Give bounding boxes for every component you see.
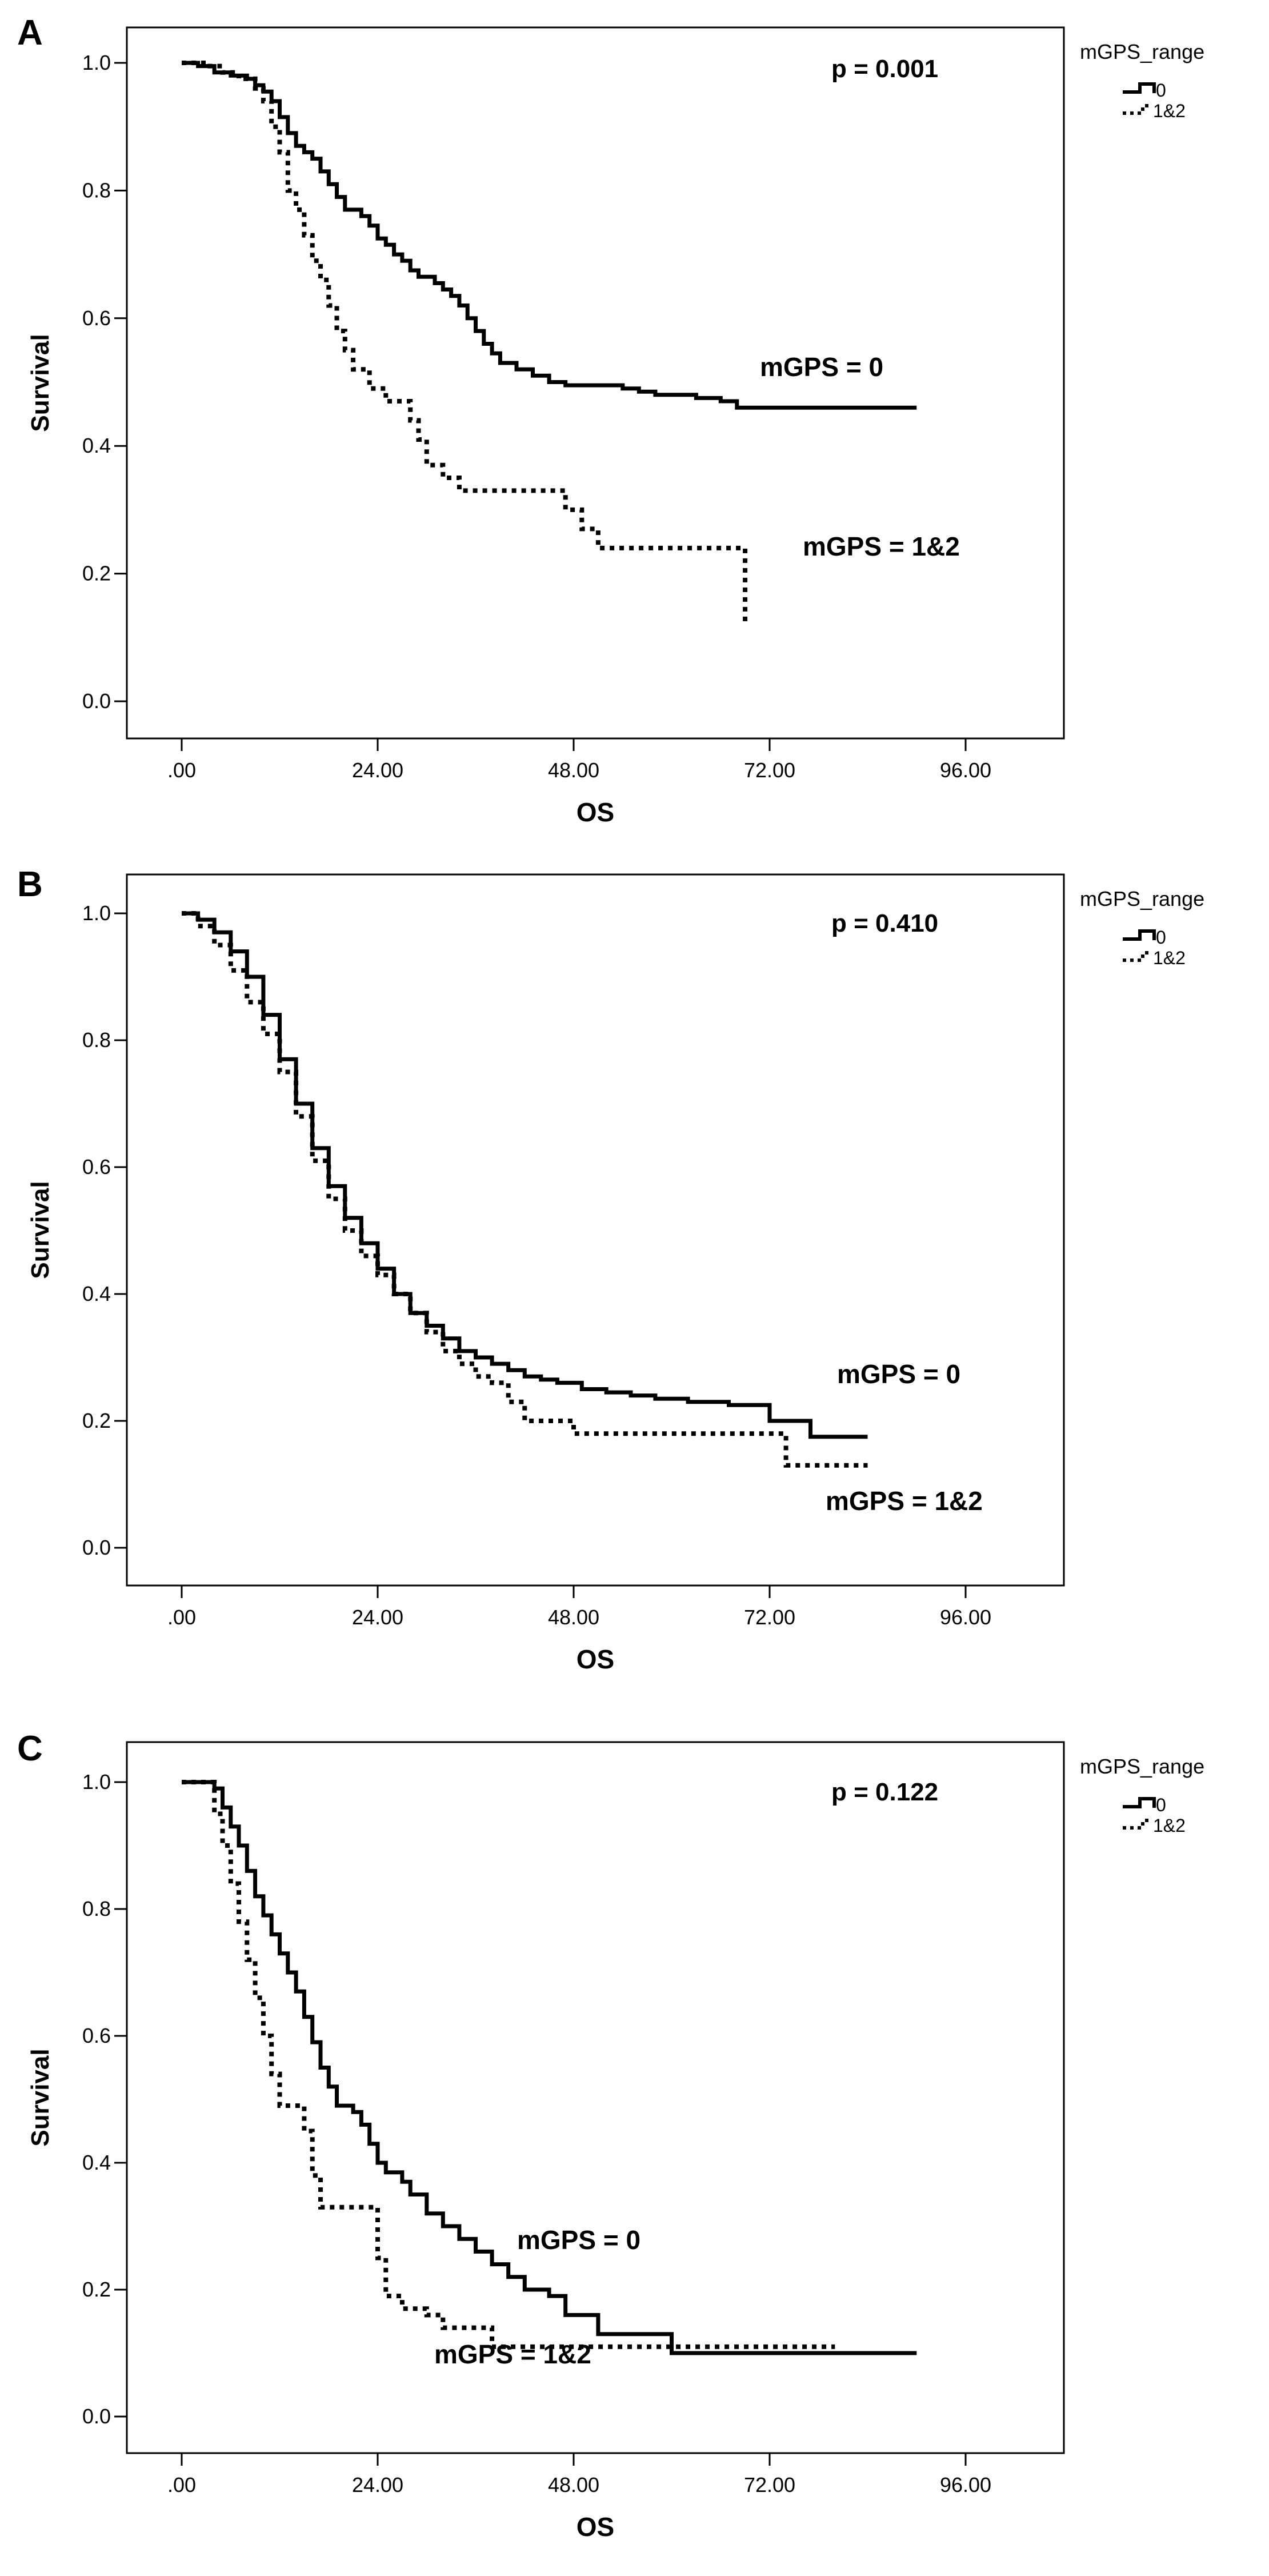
legend-title: mGPS_range	[1080, 887, 1204, 910]
y-axis-title: Survival	[26, 1181, 54, 1279]
y-tick-label: 0.0	[82, 1536, 111, 1559]
panel-label: A	[17, 13, 43, 53]
legend: mGPS_range 01&2	[1080, 1755, 1204, 1836]
legend-swatch-dotted	[1123, 1819, 1151, 1830]
x-tick-label: 96.00	[940, 758, 991, 782]
y-tick-label: 0.2	[82, 1409, 111, 1432]
curve-annotation: mGPS = 1&2	[434, 2339, 591, 2369]
legend-entry: 1&2	[1153, 1815, 1186, 1836]
x-tick-label: 48.00	[548, 2473, 599, 2497]
survival-curve-mgps-1-2	[182, 1780, 835, 2349]
curve-annotation: mGPS = 0	[517, 2225, 640, 2255]
y-tick-label: 0.4	[82, 434, 111, 457]
plot-frame	[126, 873, 1065, 1587]
curve-annotation: mGPS = 1&2	[803, 532, 960, 561]
survival-curve-mgps-1-2	[182, 61, 748, 625]
y-tick-label: 1.0	[82, 901, 111, 925]
panel-A: A 0.0 0.2 0.4 0.6 0.8 1.0 .00 24.00 48.00 72.00 96.…	[17, 13, 1204, 827]
legend-entry: 0	[1156, 927, 1166, 948]
panel-label: B	[17, 865, 43, 904]
legend-title: mGPS_range	[1080, 1755, 1204, 1778]
curve-annotation: mGPS = 0	[837, 1359, 960, 1389]
x-tick-label: 96.00	[940, 2473, 991, 2497]
y-tick-label: 0.2	[82, 562, 111, 585]
y-tick-label: 0.0	[82, 2405, 111, 2428]
y-tick-label: 0.8	[82, 1028, 111, 1052]
x-axis-title: OS	[577, 2512, 614, 2542]
panel-C: C 0.0 0.2 0.4 0.6 0.8 1.0 .00 24.00 48.00 72.00 96.…	[17, 1729, 1204, 2542]
legend-swatch-dotted	[1123, 104, 1151, 115]
y-tick-label: 0.4	[82, 1282, 111, 1305]
y-axis-title: Survival	[26, 334, 54, 432]
survival-curve-mgps-0	[182, 911, 868, 1439]
y-tick-label: 0.8	[82, 1897, 111, 1920]
y-axis-title: Survival	[26, 2048, 54, 2146]
survival-curve-mgps-0	[182, 1780, 917, 2355]
x-tick-label: 48.00	[548, 758, 599, 782]
y-tick-label: 1.0	[82, 51, 111, 74]
panel-label: C	[17, 1729, 43, 1768]
y-tick-label: 0.2	[82, 2278, 111, 2301]
x-tick-label: .00	[167, 1605, 196, 1629]
x-tick-label: 72.00	[744, 1605, 795, 1629]
x-tick-label: 48.00	[548, 1605, 599, 1629]
legend-entry: 1&2	[1153, 101, 1186, 121]
x-axis-title: OS	[577, 1644, 614, 1674]
y-tick-label: 0.8	[82, 178, 111, 202]
x-tick-label: 24.00	[352, 758, 403, 782]
x-tick-label: .00	[167, 2473, 196, 2497]
p-value-label: p = 0.122	[831, 1778, 938, 1806]
legend-swatch-dotted	[1123, 951, 1151, 962]
plot-frame	[126, 1741, 1065, 2454]
p-value-label: p = 0.001	[831, 55, 938, 83]
y-tick-label: 0.6	[82, 306, 111, 330]
survival-curve-mgps-0	[182, 61, 917, 410]
y-tick-label: 0.6	[82, 2024, 111, 2047]
y-tick-label: 0.6	[82, 1155, 111, 1179]
legend: mGPS_range 01&2	[1080, 887, 1204, 968]
legend-title: mGPS_range	[1080, 40, 1204, 63]
legend-swatch-solid	[1123, 82, 1156, 94]
legend: mGPS_range 01&2	[1080, 40, 1204, 121]
p-value-label: p = 0.410	[831, 909, 938, 937]
plot-frame	[126, 26, 1065, 740]
legend-swatch-solid	[1123, 1797, 1156, 1808]
y-tick-label: 0.4	[82, 2151, 111, 2174]
y-tick-label: 0.0	[82, 689, 111, 713]
legend-entry: 1&2	[1153, 948, 1186, 968]
legend-entry: 0	[1156, 80, 1166, 101]
panel-B: B 0.0 0.2 0.4 0.6 0.8 1.0 .00 24.00 48.00 72.00 96.…	[17, 865, 1204, 1674]
x-tick-label: 24.00	[352, 2473, 403, 2497]
x-tick-label: .00	[167, 758, 196, 782]
y-tick-label: 1.0	[82, 1770, 111, 1794]
curve-annotation: mGPS = 0	[760, 352, 883, 382]
x-tick-label: 72.00	[744, 2473, 795, 2497]
survival-curve-mgps-1-2	[182, 911, 868, 1468]
legend-entry: 0	[1156, 1795, 1166, 1815]
legend-swatch-solid	[1123, 929, 1156, 941]
x-axis-title: OS	[577, 797, 614, 827]
x-tick-label: 24.00	[352, 1605, 403, 1629]
x-tick-label: 96.00	[940, 1605, 991, 1629]
x-tick-label: 72.00	[744, 758, 795, 782]
curve-annotation: mGPS = 1&2	[826, 1486, 983, 1516]
